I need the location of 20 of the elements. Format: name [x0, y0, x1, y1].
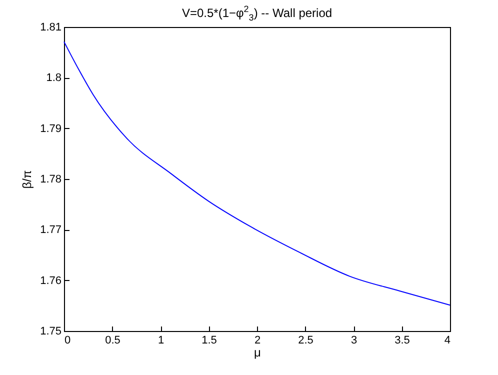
- y-tick-label: 1.81: [40, 22, 62, 34]
- line-series: [64, 41, 450, 306]
- x-tick-label: 1: [158, 334, 164, 346]
- chart-title: V=0.5*(1−φ$^{2}$$_{3}$) -- Wall period: [180, 4, 334, 22]
- x-tick-label: 1.5: [202, 334, 217, 346]
- x-tick-label: 0.5: [105, 334, 120, 346]
- x-tick-label: 3.5: [394, 334, 410, 346]
- x-tick-label: 3: [350, 334, 358, 346]
- y-tick-label: 1.77: [40, 224, 62, 236]
- y-axis-title: β/π: [20, 170, 34, 189]
- x-tick-label: 0: [64, 334, 71, 346]
- y-tick-label: 1.8: [46, 72, 62, 84]
- y-tick-label: 1.76: [40, 274, 62, 287]
- x-tick-label: 2.5: [298, 334, 314, 346]
- x-tick-label: 4: [444, 334, 450, 346]
- y-tick-label: 1.75: [40, 326, 62, 338]
- y-tick-label: 1.78: [40, 174, 62, 186]
- y-tick-label: 1.79: [40, 122, 62, 135]
- x-axis-title: μ: [254, 346, 262, 360]
- x-tick-label: 2: [254, 334, 261, 346]
